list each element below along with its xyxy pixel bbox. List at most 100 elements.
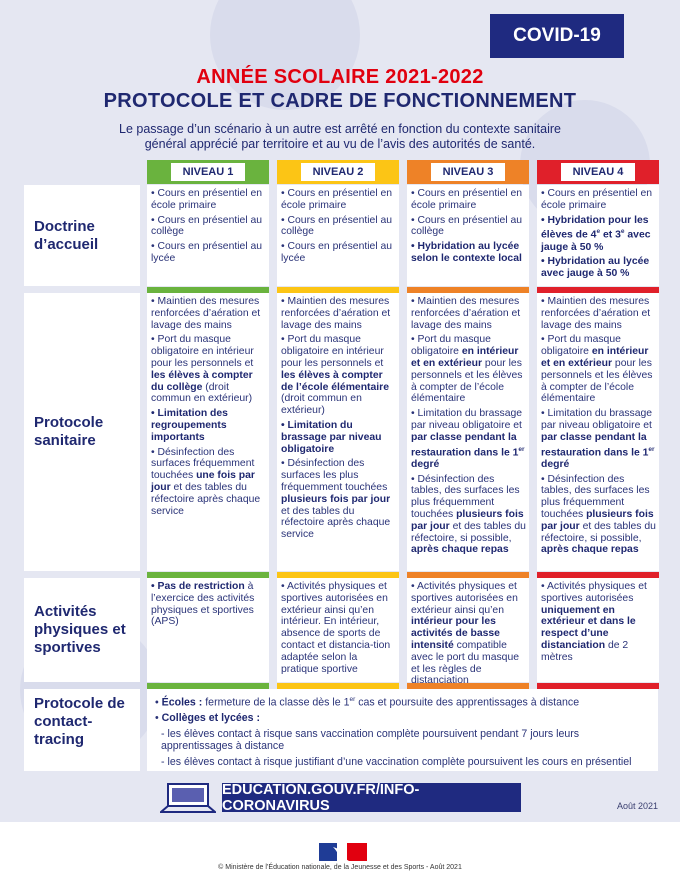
bullet-item: • Cours en présentiel au collège bbox=[151, 215, 266, 239]
level-color-bar bbox=[277, 287, 399, 293]
text-segment: • bbox=[155, 696, 162, 709]
text-segment: cas et poursuite des apprentissages à di… bbox=[355, 696, 580, 709]
bullet-item: • Cours en présentiel en école primaire bbox=[151, 188, 266, 212]
row-label-text: Doctrine d’accueil bbox=[34, 217, 99, 253]
level-color-bar bbox=[277, 683, 399, 689]
bold-text: • Limitation des regroupements important… bbox=[151, 408, 228, 443]
text-segment: de 2 mètres bbox=[541, 639, 629, 663]
title-line-1: ANNÉE SCOLAIRE 2021-2022 bbox=[196, 66, 484, 88]
bold-text: • Pas de restriction bbox=[151, 581, 245, 592]
row-label-text: Activités physiques et sportives bbox=[34, 603, 126, 656]
table-cell: • Maintien des mesures renforcées d’aéra… bbox=[407, 293, 529, 571]
publication-date: Août 2021 bbox=[616, 801, 658, 811]
bold-text: • Hybridation pour les élèves de 4 bbox=[541, 214, 649, 241]
bold-text: degré bbox=[411, 458, 440, 470]
level-color-bar bbox=[407, 683, 529, 689]
bold-text: intérieur pour les activités de basse in… bbox=[411, 616, 500, 651]
text-segment: • Port du masque obligatoire en intérieu… bbox=[151, 334, 254, 369]
text-segment: pour les personnels et les élèves à comp… bbox=[411, 357, 523, 405]
bullet-item: • Désinfection des surfaces les plus fré… bbox=[281, 458, 396, 541]
bullet-item: • Hybridation au lycée selon le contexte… bbox=[411, 241, 526, 265]
text-segment: • Activités physiques et sportives autor… bbox=[411, 581, 518, 616]
table-cell: • Cours en présentiel en école primaire •… bbox=[147, 185, 269, 286]
bold-text: • Hybridation au lycée avec jauge à 50 % bbox=[541, 256, 650, 280]
level-color-bar bbox=[537, 287, 659, 293]
bullet-item: • Activités physiques et sportives autor… bbox=[411, 581, 526, 687]
level-header-1: NIVEAU 1 bbox=[147, 160, 269, 184]
row-label-text: Protocole de contact-tracing bbox=[34, 695, 125, 748]
level-header-4: NIVEAU 4 bbox=[537, 160, 659, 184]
info-coronavirus-link[interactable]: EDUCATION.GOUV.FR/INFO-CORONAVIRUS bbox=[222, 782, 521, 814]
text-segment: • Désinfection des surfaces fréquemment … bbox=[151, 446, 255, 482]
text-segment: et des tables du réfectoire, si possible… bbox=[411, 520, 526, 544]
level-header-3: NIVEAU 3 bbox=[407, 160, 529, 184]
text-segment: • Cours en présentiel en école primaire bbox=[151, 188, 263, 211]
table-cell: • Activités physiques et sportives autor… bbox=[277, 578, 399, 682]
bold-text: e bbox=[596, 228, 601, 236]
bold-text: degré bbox=[541, 458, 570, 470]
bullet-item: • Cours en présentiel au collège bbox=[411, 215, 526, 239]
bold-text: • Limitation du brassage par niveau obli… bbox=[281, 419, 382, 455]
bullet-item: • Cours en présentiel en école primaire bbox=[411, 188, 526, 212]
bold-text: Écoles : bbox=[161, 696, 203, 709]
bold-text: et 3 bbox=[600, 229, 621, 241]
bold-text: er bbox=[518, 445, 525, 453]
level-label: NIVEAU 3 bbox=[430, 163, 506, 181]
bold-text: e bbox=[620, 228, 625, 236]
bold-text: les élèves à compter de l’école élémenta… bbox=[281, 369, 390, 393]
text-segment: • Cours en présentiel au lycée bbox=[281, 241, 393, 264]
bullet-item: • Activités physiques et sportives autor… bbox=[541, 581, 656, 664]
bullet-item: • Port du masque obligatoire en intérieu… bbox=[281, 334, 396, 417]
table-cell: • Maintien des mesures renforcées d’aéra… bbox=[277, 293, 399, 571]
laptop-icon bbox=[160, 783, 216, 813]
contact-line: - les élèves contact à risque sans vacci… bbox=[155, 728, 650, 753]
level-color-bar bbox=[147, 287, 269, 293]
contact-tracing-cell: • Écoles : fermeture de la classe dès le… bbox=[147, 689, 658, 771]
bold-text: les élèves à compter du collège bbox=[151, 369, 253, 393]
bold-text: par classe pendant la restauration dans … bbox=[411, 431, 519, 459]
text-segment: - les élèves contact à risque justifiant… bbox=[161, 755, 632, 768]
table-cell: • Maintien des mesures renforcées d’aéra… bbox=[147, 293, 269, 571]
text-segment: • Cours en présentiel au lycée bbox=[151, 241, 263, 264]
text-segment: à l’exercice des activités physiques et … bbox=[151, 581, 255, 628]
text-segment: • Maintien des mesures renforcées d’aéra… bbox=[151, 296, 261, 331]
bullet-item: • Désinfection des tables, des surfaces … bbox=[541, 474, 656, 557]
bold-text: une fois par jour bbox=[151, 470, 255, 493]
bullet-item: • Port du masque obligatoire en intérieu… bbox=[541, 334, 656, 405]
level-color-bar bbox=[147, 572, 269, 578]
text-segment: (droit commun en extérieur) bbox=[281, 393, 362, 417]
text-segment: - les élèves contact à risque sans vacci… bbox=[161, 727, 580, 753]
text-segment: et des tables du réfectoire après chaque… bbox=[281, 505, 391, 541]
level-color-bar bbox=[407, 287, 529, 293]
text-segment: • Désinfection des tables, des surfaces … bbox=[541, 473, 650, 521]
bullet-item: • Port du masque obligatoire en intérieu… bbox=[411, 334, 526, 405]
text-segment: • Port du masque obligatoire en intérieu… bbox=[281, 334, 384, 369]
table-cell: • Cours en présentiel en école primaire •… bbox=[407, 185, 529, 286]
level-color-bar bbox=[147, 683, 269, 689]
text-segment: • Port du masque obligatoire bbox=[541, 334, 621, 358]
text-segment: • bbox=[155, 712, 162, 725]
bullet-item: • Désinfection des surfaces fréquemment … bbox=[151, 447, 266, 518]
bullet-item: • Activités physiques et sportives autor… bbox=[281, 581, 396, 675]
bullet-item: • Cours en présentiel en école primaire bbox=[541, 188, 656, 212]
level-header-2: NIVEAU 2 bbox=[277, 160, 399, 184]
level-color-bar bbox=[537, 572, 659, 578]
text-segment: • Cours en présentiel en école primaire bbox=[281, 188, 393, 211]
bullet-item: • Maintien des mesures renforcées d’aéra… bbox=[281, 296, 396, 331]
bullet-item: • Pas de restriction à l’exercice des ac… bbox=[151, 581, 266, 628]
bullet-item: • Limitation du brassage par niveau obli… bbox=[411, 408, 526, 470]
title-line-2: PROTOCOLE ET CADRE DE FONCTIONNEMENT bbox=[103, 90, 577, 112]
bold-text: uniquement en extérieur et dans le respe… bbox=[541, 604, 636, 651]
contact-line: • Écoles : fermeture de la classe dès le… bbox=[155, 694, 650, 709]
table-cell: • Maintien des mesures renforcées d’aéra… bbox=[537, 293, 659, 571]
bold-text: • Hybridation au lycée selon le contexte… bbox=[411, 241, 522, 264]
bullet-item: • Cours en présentiel en école primaire bbox=[281, 188, 396, 212]
text-segment: (droit commun en extérieur) bbox=[151, 381, 253, 405]
bold-text: en intérieur et en extérieur bbox=[411, 346, 519, 369]
text-segment: • Cours en présentiel au collège bbox=[281, 214, 393, 238]
text-segment: • Désinfection des surfaces les plus fré… bbox=[281, 458, 388, 493]
bold-text: avec jauge à 50 % bbox=[541, 229, 651, 253]
covid-badge: COVID-19 bbox=[490, 14, 624, 58]
bullet-item: • Maintien des mesures renforcées d’aéra… bbox=[411, 296, 526, 331]
bold-text: par classe pendant la restauration dans … bbox=[541, 431, 649, 459]
